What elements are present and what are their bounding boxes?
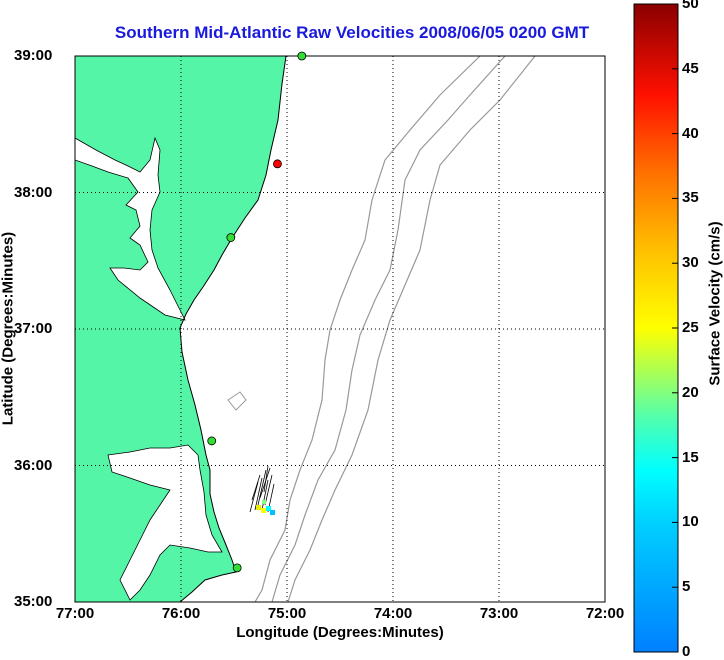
radar-stations [207,51,307,573]
radar-station-marker [226,233,236,242]
velocity-vectors [249,465,275,513]
plot-frame [74,55,606,603]
colorbar-tick-label: 0 [682,643,691,660]
velocity-dots [256,500,275,515]
x-tick-label: 72:00 [585,605,625,622]
x-tick-label: 74:00 [373,605,413,622]
colorbar-tick-label: 40 [682,124,699,142]
pamlico-sound [107,444,223,601]
x-axis-label: Longitude (Degrees:Minutes) [236,624,444,641]
colorbar-tick-label: 35 [682,189,699,207]
colorbar-tick-label: 30 [682,254,699,272]
map-title: Southern Mid-Atlantic Raw Velocities 200… [114,23,590,42]
radar-station-marker [273,159,282,169]
colorbar-tick-label: 20 [682,383,699,401]
x-tick-label: 77:00 [55,605,95,622]
colorbar [633,3,679,653]
colorbar-tick-label: 50 [682,0,699,12]
colorbar-tick-label: 15 [682,448,699,466]
bathymetry-contour [287,56,536,602]
radar-station-marker [232,563,242,573]
x-tick-label: 76:00 [161,605,201,622]
colorbar-tick-label: 10 [682,513,699,531]
colorbar-label: Surface Velocity (cm/s) [706,221,724,386]
colorbar-tick-label: 25 [682,319,699,336]
grid-lines [75,56,605,602]
x-tick-label: 75:00 [267,605,307,622]
chesapeake-bay [75,136,186,321]
bathymetry-contour [227,391,247,411]
x-tick-label: 73:00 [479,605,519,622]
coastline [179,56,287,602]
y-tick-label: 39:00 [14,47,53,64]
colorbar-tick-label: 5 [682,578,691,596]
radar-station-marker [207,436,217,446]
colorbar-ticks [672,3,678,653]
y-tick-label: 37:00 [14,320,53,337]
y-tick-label: 36:00 [14,456,53,474]
colorbar-tick-label: 45 [682,59,699,77]
bathymetry-contour [271,56,506,602]
bathymetry-contour [254,56,481,602]
radar-station-marker [297,51,307,61]
y-tick-label: 35:00 [14,593,53,610]
y-tick-label: 38:00 [14,183,53,201]
